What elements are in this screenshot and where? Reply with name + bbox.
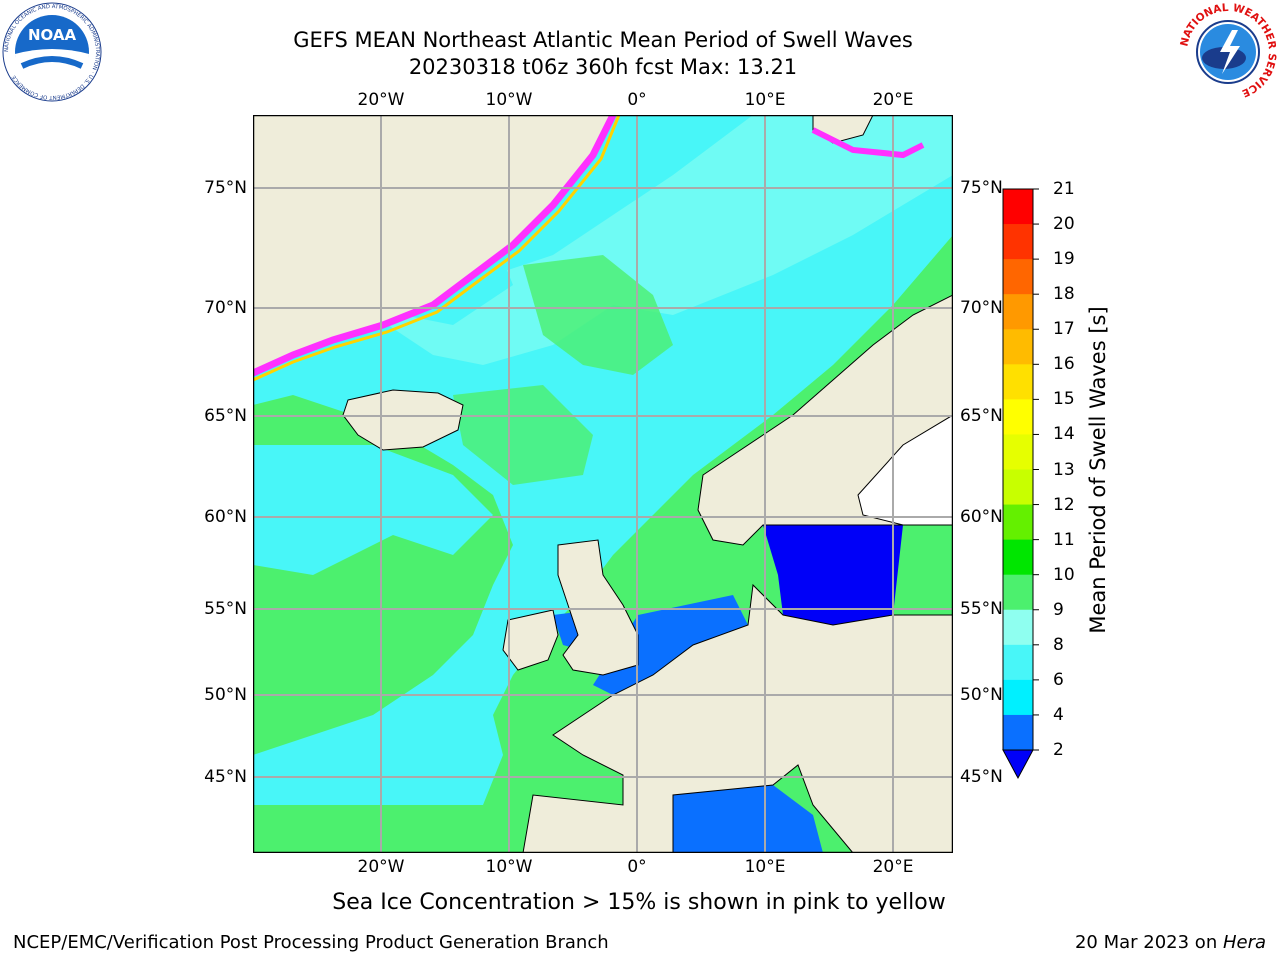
colorbar-under-arrow xyxy=(1002,749,1034,780)
ocean-swell-green-patch xyxy=(453,385,593,485)
ocean-swell-dark-blue-baltic xyxy=(763,525,903,625)
colorbar-tick-label: 17 xyxy=(1053,319,1075,340)
colorbar-segment xyxy=(1003,329,1033,365)
machine-name: Hera xyxy=(1222,932,1266,953)
lat-label-right: 65°N xyxy=(960,406,1003,426)
ocean-swell-green-patch xyxy=(523,255,673,375)
colorbar-tick-label: 15 xyxy=(1053,389,1075,410)
lat-label-right: 70°N xyxy=(960,298,1003,318)
colorbar-segment xyxy=(1003,224,1033,260)
colorbar-tick-label: 8 xyxy=(1053,634,1064,655)
lat-label-right: 45°N xyxy=(960,767,1003,787)
colorbar-segment xyxy=(1003,189,1033,225)
noaa-logo: NOAA NATIONAL OCEANIC AND ATMOSPHERIC AD… xyxy=(2,2,102,102)
colorbar-segment xyxy=(1003,434,1033,470)
colorbar-segment xyxy=(1003,539,1033,576)
sea-ice-edge-yellow xyxy=(252,114,621,382)
date-text: 20 Mar 2023 on xyxy=(1074,932,1223,953)
map-gridlines xyxy=(253,115,953,853)
credit-text: NCEP/EMC/Verification Post Processing Pr… xyxy=(13,932,609,953)
colorbar-segment xyxy=(1003,609,1033,646)
colorbar-tick-label: 11 xyxy=(1053,529,1075,550)
lat-label-left: 65°N xyxy=(204,406,247,426)
lat-label-left: 50°N xyxy=(204,685,247,705)
chart-subtitle: 20230318 t06z 360h fcst Max: 13.21 xyxy=(408,55,798,79)
lat-label-left: 75°N xyxy=(204,178,247,198)
colorbar-tick-label: 20 xyxy=(1053,214,1075,235)
colorbar-segment xyxy=(1003,294,1033,330)
nws-logo: NATIONAL WEATHER SERVICE xyxy=(1178,2,1278,102)
colorbar-tick-label: 14 xyxy=(1053,424,1075,445)
lon-label-bottom: 0° xyxy=(627,857,647,877)
colorbar-segment xyxy=(1003,259,1033,295)
lat-label-right: 55°N xyxy=(960,599,1003,619)
colorbar-segment xyxy=(1003,574,1033,611)
map-panel xyxy=(251,113,954,854)
map-canvas xyxy=(251,113,954,854)
land-europe xyxy=(522,583,954,854)
colorbar-tick-label: 16 xyxy=(1053,354,1075,375)
land-iceland xyxy=(342,389,464,451)
lat-label-left: 55°N xyxy=(204,599,247,619)
ocean-swell-blue-med xyxy=(673,785,823,853)
colorbar-tick-label: 4 xyxy=(1053,704,1064,725)
colorbar-tick-label: 21 xyxy=(1053,179,1075,199)
lat-label-right: 60°N xyxy=(960,507,1003,527)
colorbar-segment xyxy=(1003,469,1033,506)
colorbar-bar xyxy=(1002,188,1039,780)
colorbar-tick-label: 19 xyxy=(1053,249,1075,270)
lon-label-top: 20°W xyxy=(357,90,405,110)
noaa-logo-text: NOAA xyxy=(28,26,77,44)
lat-label-right: 50°N xyxy=(960,685,1003,705)
lon-label-top: 20°E xyxy=(872,90,914,110)
colorbar-segment xyxy=(1003,644,1033,681)
chart-title: GEFS MEAN Northeast Atlantic Mean Period… xyxy=(293,28,913,52)
colorbar-segment xyxy=(1003,714,1033,751)
date-stamp: 20 Mar 2023 on Hera xyxy=(1075,932,1266,954)
lon-label-bottom: 10°E xyxy=(744,857,786,877)
colorbar-segment xyxy=(1003,679,1033,716)
colorbar-segment xyxy=(1003,504,1033,541)
lat-label-left: 60°N xyxy=(204,507,247,527)
colorbar-tick-label: 9 xyxy=(1053,599,1064,620)
colorbar-tick-label: 13 xyxy=(1053,459,1075,480)
ocean-swell-blue xyxy=(593,595,748,695)
lon-label-top: 10°E xyxy=(744,90,786,110)
land-great-britain xyxy=(557,539,639,676)
ocean-swell-cyan-patch xyxy=(253,445,493,575)
sea-ice-edge-pink xyxy=(251,113,617,377)
colorbar-segment xyxy=(1003,364,1033,400)
lon-label-bottom: 20°W xyxy=(357,857,405,877)
sea-ice-note-text: Sea Ice Concentration > 15% is shown in … xyxy=(332,890,946,915)
lon-label-top: 0° xyxy=(627,90,647,110)
lat-label-left: 45°N xyxy=(204,767,247,787)
colorbar-tick-label: 12 xyxy=(1053,494,1075,515)
lat-label-right: 75°N xyxy=(960,178,1003,198)
map-border xyxy=(252,114,954,854)
colorbar-segment xyxy=(1003,399,1033,435)
lat-label-left: 70°N xyxy=(204,298,247,318)
sea-ice-note: Sea Ice Concentration > 15% is shown in … xyxy=(0,892,1279,914)
sea-ice-svalbard xyxy=(811,127,925,159)
colorbar xyxy=(995,185,1055,789)
lon-label-top: 10°W xyxy=(485,90,533,110)
lon-label-bottom: 20°E xyxy=(872,857,914,877)
colorbar-tick-label: 10 xyxy=(1053,564,1075,585)
colorbar-tick-label: 18 xyxy=(1053,284,1075,305)
colorbar-tick-label: 2 xyxy=(1053,740,1064,760)
colorbar-tick-label: 6 xyxy=(1053,669,1064,690)
ocean-swell-light-cyan xyxy=(373,115,953,365)
colorbar-title: Mean Period of Swell Waves [s] xyxy=(1086,306,1110,634)
lon-label-bottom: 10°W xyxy=(485,857,533,877)
